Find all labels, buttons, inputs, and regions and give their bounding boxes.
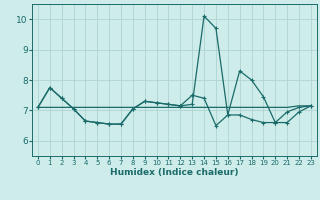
X-axis label: Humidex (Indice chaleur): Humidex (Indice chaleur) xyxy=(110,168,239,177)
